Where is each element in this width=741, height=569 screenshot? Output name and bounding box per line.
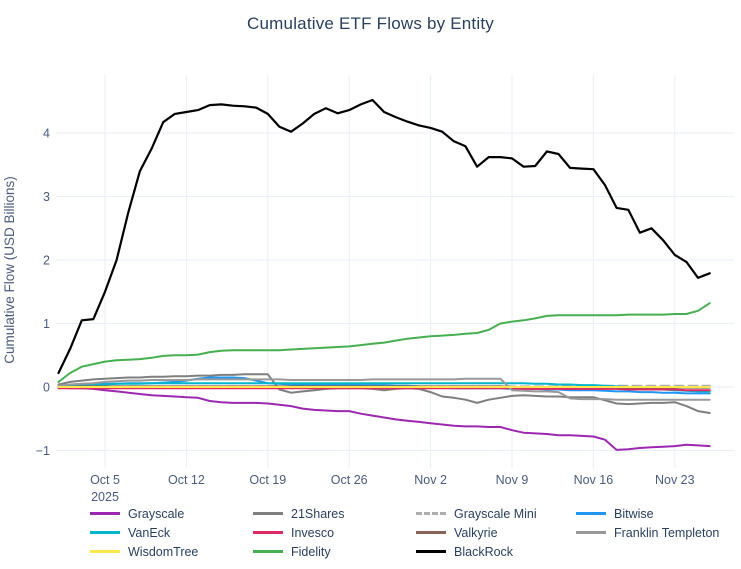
x-tick-label: Nov 23 (655, 473, 695, 487)
y-tick-label: 1 (43, 317, 50, 331)
legend-swatch-valkyrie (416, 531, 446, 534)
y-tick-label: 3 (43, 190, 50, 204)
series-line-vaneck (57, 382, 711, 393)
y-tick-label: 4 (43, 127, 50, 141)
legend-label-vaneck: VanEck (128, 525, 171, 540)
y-tick-label: 0 (43, 381, 50, 395)
legend-label-valkyrie: Valkyrie (454, 525, 498, 540)
legend-swatch-wisdomtree (90, 550, 120, 553)
y-tick-label: 2 (43, 254, 50, 268)
legend-item-bitwise[interactable]: Bitwise (576, 506, 741, 521)
legend: Grayscale 21Shares Grayscale Mini Bitwise Va… (0, 506, 741, 559)
legend-item-grayscale-mini[interactable]: Grayscale Mini (416, 506, 576, 521)
legend-swatch-grayscale-mini (416, 512, 446, 515)
legend-label-franklin-templeton: Franklin Templeton (614, 525, 720, 540)
y-axis-title: Cumulative Flow (USD Billions) (2, 176, 17, 364)
legend-label-21shares: 21Shares (291, 506, 345, 521)
legend-item-grayscale[interactable]: Grayscale (90, 506, 253, 521)
legend-item-wisdomtree[interactable]: WisdomTree (90, 544, 253, 559)
legend-label-blackrock: BlackRock (454, 544, 514, 559)
legend-swatch-grayscale (90, 512, 120, 515)
legend-item-blackrock[interactable]: BlackRock (416, 544, 576, 559)
legend-item-invesco[interactable]: Invesco (253, 525, 416, 540)
x-tick-year-label: 2025 (91, 490, 119, 504)
legend-item-valkyrie[interactable]: Valkyrie (416, 525, 576, 540)
series-line-franklin-templeton (57, 377, 711, 401)
y-tick-label: −1 (36, 444, 50, 458)
legend-swatch-invesco (253, 531, 283, 534)
legend-swatch-fidelity (253, 550, 283, 553)
x-tick-label: Nov 2 (414, 473, 447, 487)
legend-label-fidelity: Fidelity (291, 544, 331, 559)
legend-label-invesco: Invesco (291, 525, 335, 540)
legend-item-vaneck[interactable]: VanEck (90, 525, 253, 540)
chart-title: Cumulative ETF Flows by Entity (247, 14, 494, 33)
series-line-blackrock (57, 98, 711, 375)
plot-area[interactable]: Oct 5 2025 Oct 12 Oct 19 Oct 26 Nov 2 Nov 9 Nov… (0, 60, 741, 505)
legend-swatch-blackrock (416, 550, 446, 553)
x-tick-label: Oct 5 (90, 473, 120, 487)
legend-item-21shares[interactable]: 21Shares (253, 506, 416, 521)
x-tick-label: Oct 12 (168, 473, 205, 487)
legend-item-franklin-templeton[interactable]: Franklin Templeton (576, 525, 741, 540)
series-line-grayscale (57, 386, 711, 451)
legend-label-grayscale: Grayscale (128, 506, 185, 521)
x-tick-label: Oct 19 (249, 473, 286, 487)
legend-swatch-21shares (253, 512, 283, 515)
legend-swatch-bitwise (576, 512, 606, 515)
legend-swatch-franklin-templeton (576, 531, 606, 534)
legend-item-fidelity[interactable]: Fidelity (253, 544, 416, 559)
legend-swatch-vaneck (90, 531, 120, 534)
x-tick-label: Nov 16 (574, 473, 614, 487)
legend-label-grayscale-mini: Grayscale Mini (454, 506, 537, 521)
series-line-fidelity (57, 302, 711, 383)
legend-label-bitwise: Bitwise (614, 506, 654, 521)
x-tick-label: Nov 9 (496, 473, 529, 487)
x-tick-label: Oct 26 (331, 473, 368, 487)
legend-label-wisdomtree: WisdomTree (128, 544, 199, 559)
series-line-invesco (57, 387, 711, 392)
